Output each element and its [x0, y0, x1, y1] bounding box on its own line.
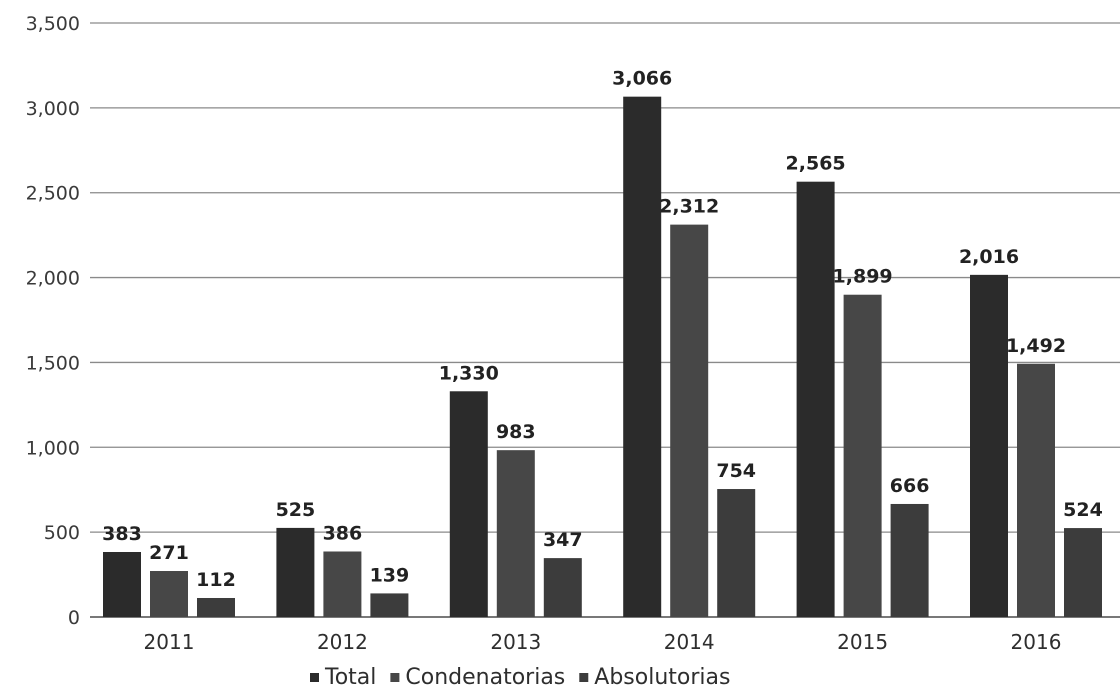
bar-total-2013 — [449, 391, 488, 617]
data-label: 983 — [496, 421, 536, 443]
bar-absolutorias-2015 — [890, 503, 929, 617]
bar-total-2015 — [796, 181, 835, 617]
y-tick-label: 3,000 — [26, 98, 80, 120]
bar-absolutorias-2012 — [370, 593, 409, 617]
legend-label-total: Total — [324, 665, 376, 690]
bar-total-2012 — [276, 527, 315, 617]
data-label: 2,016 — [959, 246, 1019, 268]
y-tick-label: 1,000 — [26, 437, 80, 459]
x-tick-label: 2011 — [144, 630, 195, 654]
data-label: 386 — [323, 522, 363, 544]
data-label: 524 — [1063, 499, 1103, 521]
data-label: 754 — [716, 460, 756, 482]
y-tick-label: 500 — [44, 522, 80, 544]
x-tick-label: 2012 — [317, 630, 368, 654]
bar-condenatorias-2011 — [150, 571, 188, 617]
data-label: 2,312 — [659, 196, 719, 218]
data-label: 383 — [102, 523, 142, 545]
data-label: 666 — [890, 475, 930, 497]
data-label: 2,565 — [786, 153, 846, 175]
y-axis-ticks: 0 500 1,000 1,500 2,000 2,500 3,000 3,500 — [26, 13, 80, 629]
legend-swatch-condenatorias — [390, 673, 400, 682]
gridlines — [90, 22, 1120, 618]
bar-total-2014 — [623, 96, 662, 617]
data-label: 139 — [370, 564, 410, 586]
bar-condenatorias-2015 — [843, 294, 882, 617]
y-tick-label: 3,500 — [26, 13, 80, 35]
legend-label-absolutorias: Absolutorias — [594, 665, 730, 690]
legend-label-condenatorias: Condenatorias — [405, 665, 565, 690]
bar-absolutorias-2014 — [717, 489, 756, 617]
y-tick-label: 0 — [68, 607, 80, 629]
data-label: 112 — [196, 569, 236, 591]
bar-total-2011 — [103, 551, 141, 617]
x-tick-label: 2016 — [1011, 630, 1062, 654]
bars — [103, 96, 1102, 617]
x-tick-label: 2014 — [664, 630, 715, 654]
data-label: 1,330 — [439, 362, 499, 384]
bar-condenatorias-2014 — [670, 224, 709, 617]
legend: Total Condenatorias Absolutorias — [310, 665, 730, 690]
data-labels: 383 271 112 525 386 139 1,330 983 347 3,066 2,312 7… — [102, 68, 1103, 591]
x-tick-label: 2013 — [490, 630, 541, 654]
legend-swatch-absolutorias — [579, 673, 589, 682]
bar-absolutorias-2011 — [197, 597, 235, 617]
data-label: 1,899 — [833, 266, 893, 288]
y-tick-label: 2,000 — [26, 268, 80, 290]
bar-absolutorias-2016 — [1064, 528, 1102, 617]
data-label: 271 — [149, 542, 189, 564]
y-tick-label: 1,500 — [26, 352, 80, 374]
y-tick-label: 2,500 — [26, 183, 80, 205]
bar-condenatorias-2016 — [1017, 363, 1055, 617]
data-label: 347 — [543, 529, 583, 551]
data-label: 525 — [276, 499, 316, 521]
x-axis-ticks: 2011 2012 2013 2014 2015 2016 — [144, 630, 1062, 654]
data-label: 1,492 — [1006, 335, 1066, 357]
legend-swatch-total — [310, 673, 319, 682]
bar-condenatorias-2012 — [323, 551, 362, 617]
bar-total-2016 — [970, 274, 1008, 617]
data-label: 3,066 — [612, 68, 672, 90]
x-tick-label: 2015 — [837, 630, 888, 654]
bar-condenatorias-2013 — [496, 450, 535, 617]
bar-absolutorias-2013 — [543, 558, 582, 617]
